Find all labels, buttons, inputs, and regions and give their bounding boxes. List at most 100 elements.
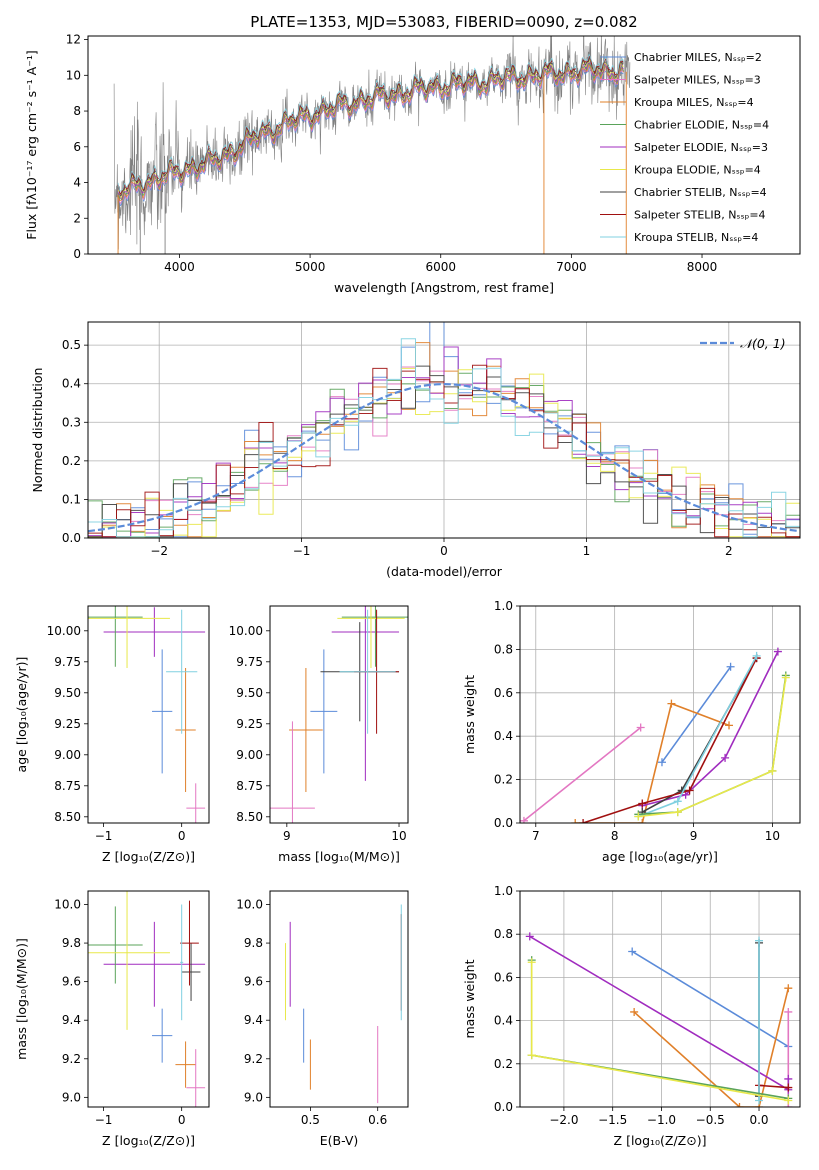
axis-ticks: −1 0 9.0 9.2 9.4 9.6 9.8 10.0: [54, 898, 185, 1128]
errorbar-point: [166, 609, 198, 734]
model-spectrum: [117, 65, 624, 205]
axes-frame: [87, 605, 210, 824]
y-tick-label: 9.75: [54, 655, 81, 669]
legend-entry: Salpeter ELODIE, Nₛₛₚ=3: [634, 141, 768, 154]
weight-line: [575, 702, 730, 823]
y-tick-label: 9.4: [62, 1013, 81, 1027]
model-spectrum: [117, 53, 624, 192]
weight-line: [638, 677, 787, 818]
data-point: [755, 936, 764, 945]
y-tick-label: 0: [73, 247, 81, 261]
legend-entry: Salpeter MILES, Nₛₛₚ=3: [634, 74, 761, 87]
x-tick-label: 0: [178, 1113, 186, 1127]
data-point: [673, 808, 682, 817]
y-tick-label: 0.4: [62, 377, 81, 391]
errorbar-point: [175, 668, 196, 792]
y-tick-label: 9.00: [54, 748, 81, 762]
y-tick-label: 8.75: [236, 779, 263, 793]
x-tick-label: −2: [150, 544, 168, 558]
data-point: [726, 662, 735, 671]
data-point: [630, 1007, 639, 1016]
weight-line: [582, 657, 758, 823]
x-tick-label: 0.6: [368, 1113, 387, 1127]
x-axis-label: mass [log₁₀(M/M⊙)]: [278, 849, 400, 864]
data-point: [628, 947, 637, 956]
weight-line: [641, 657, 758, 813]
x-tick-label: 7000: [556, 260, 587, 274]
x-tick-label: 10: [765, 829, 780, 843]
y-axis-label: mass weight: [462, 675, 477, 754]
errorbar-point: [103, 607, 206, 657]
panel-weight-vs-age: 7 8 9 10 0.0 0.2 0.4 0.6 0.8 1.0 age [log₁₀(age/yr…: [462, 599, 801, 864]
legend-entry: Kroupa MILES, Nₛₛₚ=4: [634, 96, 754, 109]
x-tick-label: 0: [178, 829, 186, 843]
y-axis-label: Normed distribution: [30, 368, 45, 493]
y-tick-label: 10.0: [54, 898, 81, 912]
panel-mass-vs-ebv: 0.5 0.6 9.0 9.2 9.4 9.6 9.8 10.0 E(B-V): [236, 890, 409, 1148]
y-tick-label: 2: [73, 211, 81, 225]
y-tick-label: 10.0: [236, 898, 263, 912]
model-spectrum: [117, 63, 624, 201]
data-point: [527, 958, 536, 967]
histogram-series: [88, 346, 800, 538]
x-tick-label: 8: [611, 829, 619, 843]
data-point: [525, 932, 534, 941]
errorbar-point: [152, 649, 173, 774]
x-tick-label: −1.0: [647, 1113, 676, 1127]
data-point: [638, 799, 647, 808]
plot-area: [113, 36, 631, 254]
axes-frame: [269, 605, 409, 824]
y-tick-label: 0.4: [494, 729, 513, 743]
weight-line: [758, 1084, 789, 1089]
y-tick-label: 9.4: [244, 1013, 263, 1027]
errorbar-point: [181, 943, 201, 1001]
data-point: [636, 723, 645, 732]
errorbar-point: [175, 1041, 196, 1088]
legend-entry: Chabrier MILES, Nₛₛₚ=2: [634, 51, 762, 64]
plot-area: [284, 904, 402, 1104]
x-tick-label: 9: [690, 829, 698, 843]
plot-area: [525, 932, 793, 1107]
y-tick-label: 0.3: [62, 415, 81, 429]
weight-series: [571, 699, 734, 823]
x-axis-label: (data-model)/error: [386, 564, 503, 579]
data-point: [773, 647, 782, 656]
x-axis-label: E(B-V): [320, 1133, 359, 1148]
plot-area: [88, 891, 206, 1107]
data-point: [735, 1103, 744, 1107]
y-tick-label: 0.0: [494, 816, 513, 830]
data-point: [520, 816, 528, 823]
y-tick-label: 0.6: [494, 686, 513, 700]
errorbar-point: [88, 606, 170, 668]
axes-frame: [519, 890, 801, 1108]
y-tick-label: 8: [73, 104, 81, 118]
panel-age-vs-mass: 9 10 8.50 8.75 9.00 9.25 9.50 9.75 10.00 mass [lo…: [229, 605, 409, 864]
data-point: [784, 984, 793, 993]
y-tick-label: 0.5: [62, 338, 81, 352]
y-tick-label: 9.8: [244, 936, 263, 950]
x-axis-label: Z [log₁₀(Z/Z⊙)]: [102, 1133, 195, 1148]
axis-ticks: 4000 5000 6000 7000 8000 0 2 4 6 8 10 12: [66, 33, 718, 274]
data-point: [667, 699, 676, 708]
data-point: [721, 753, 730, 762]
y-tick-label: 0.2: [62, 454, 81, 468]
data-point: [752, 651, 761, 660]
data-point: [784, 1007, 793, 1016]
errorbar-point: [331, 606, 400, 781]
y-tick-label: 0.0: [62, 531, 81, 545]
y-tick-label: 9.2: [62, 1052, 81, 1066]
y-tick-label: 1.0: [494, 884, 513, 898]
y-tick-label: 10.00: [229, 624, 263, 638]
model-spectrum: [117, 63, 624, 201]
y-tick-label: 9.25: [236, 717, 263, 731]
histogram-series: [88, 338, 800, 538]
y-tick-label: 8.50: [54, 810, 81, 824]
y-axis-label: age [log₁₀(age/yr)]: [14, 657, 29, 773]
y-tick-label: 0.8: [494, 642, 513, 656]
errorbar-point: [152, 1008, 173, 1063]
x-tick-label: 7: [532, 829, 540, 843]
legend-entry: Salpeter STELIB, Nₛₛₚ=4: [634, 209, 766, 222]
data-point: [638, 819, 647, 823]
weight-line: [631, 950, 789, 1048]
weight-series: [755, 936, 764, 1105]
